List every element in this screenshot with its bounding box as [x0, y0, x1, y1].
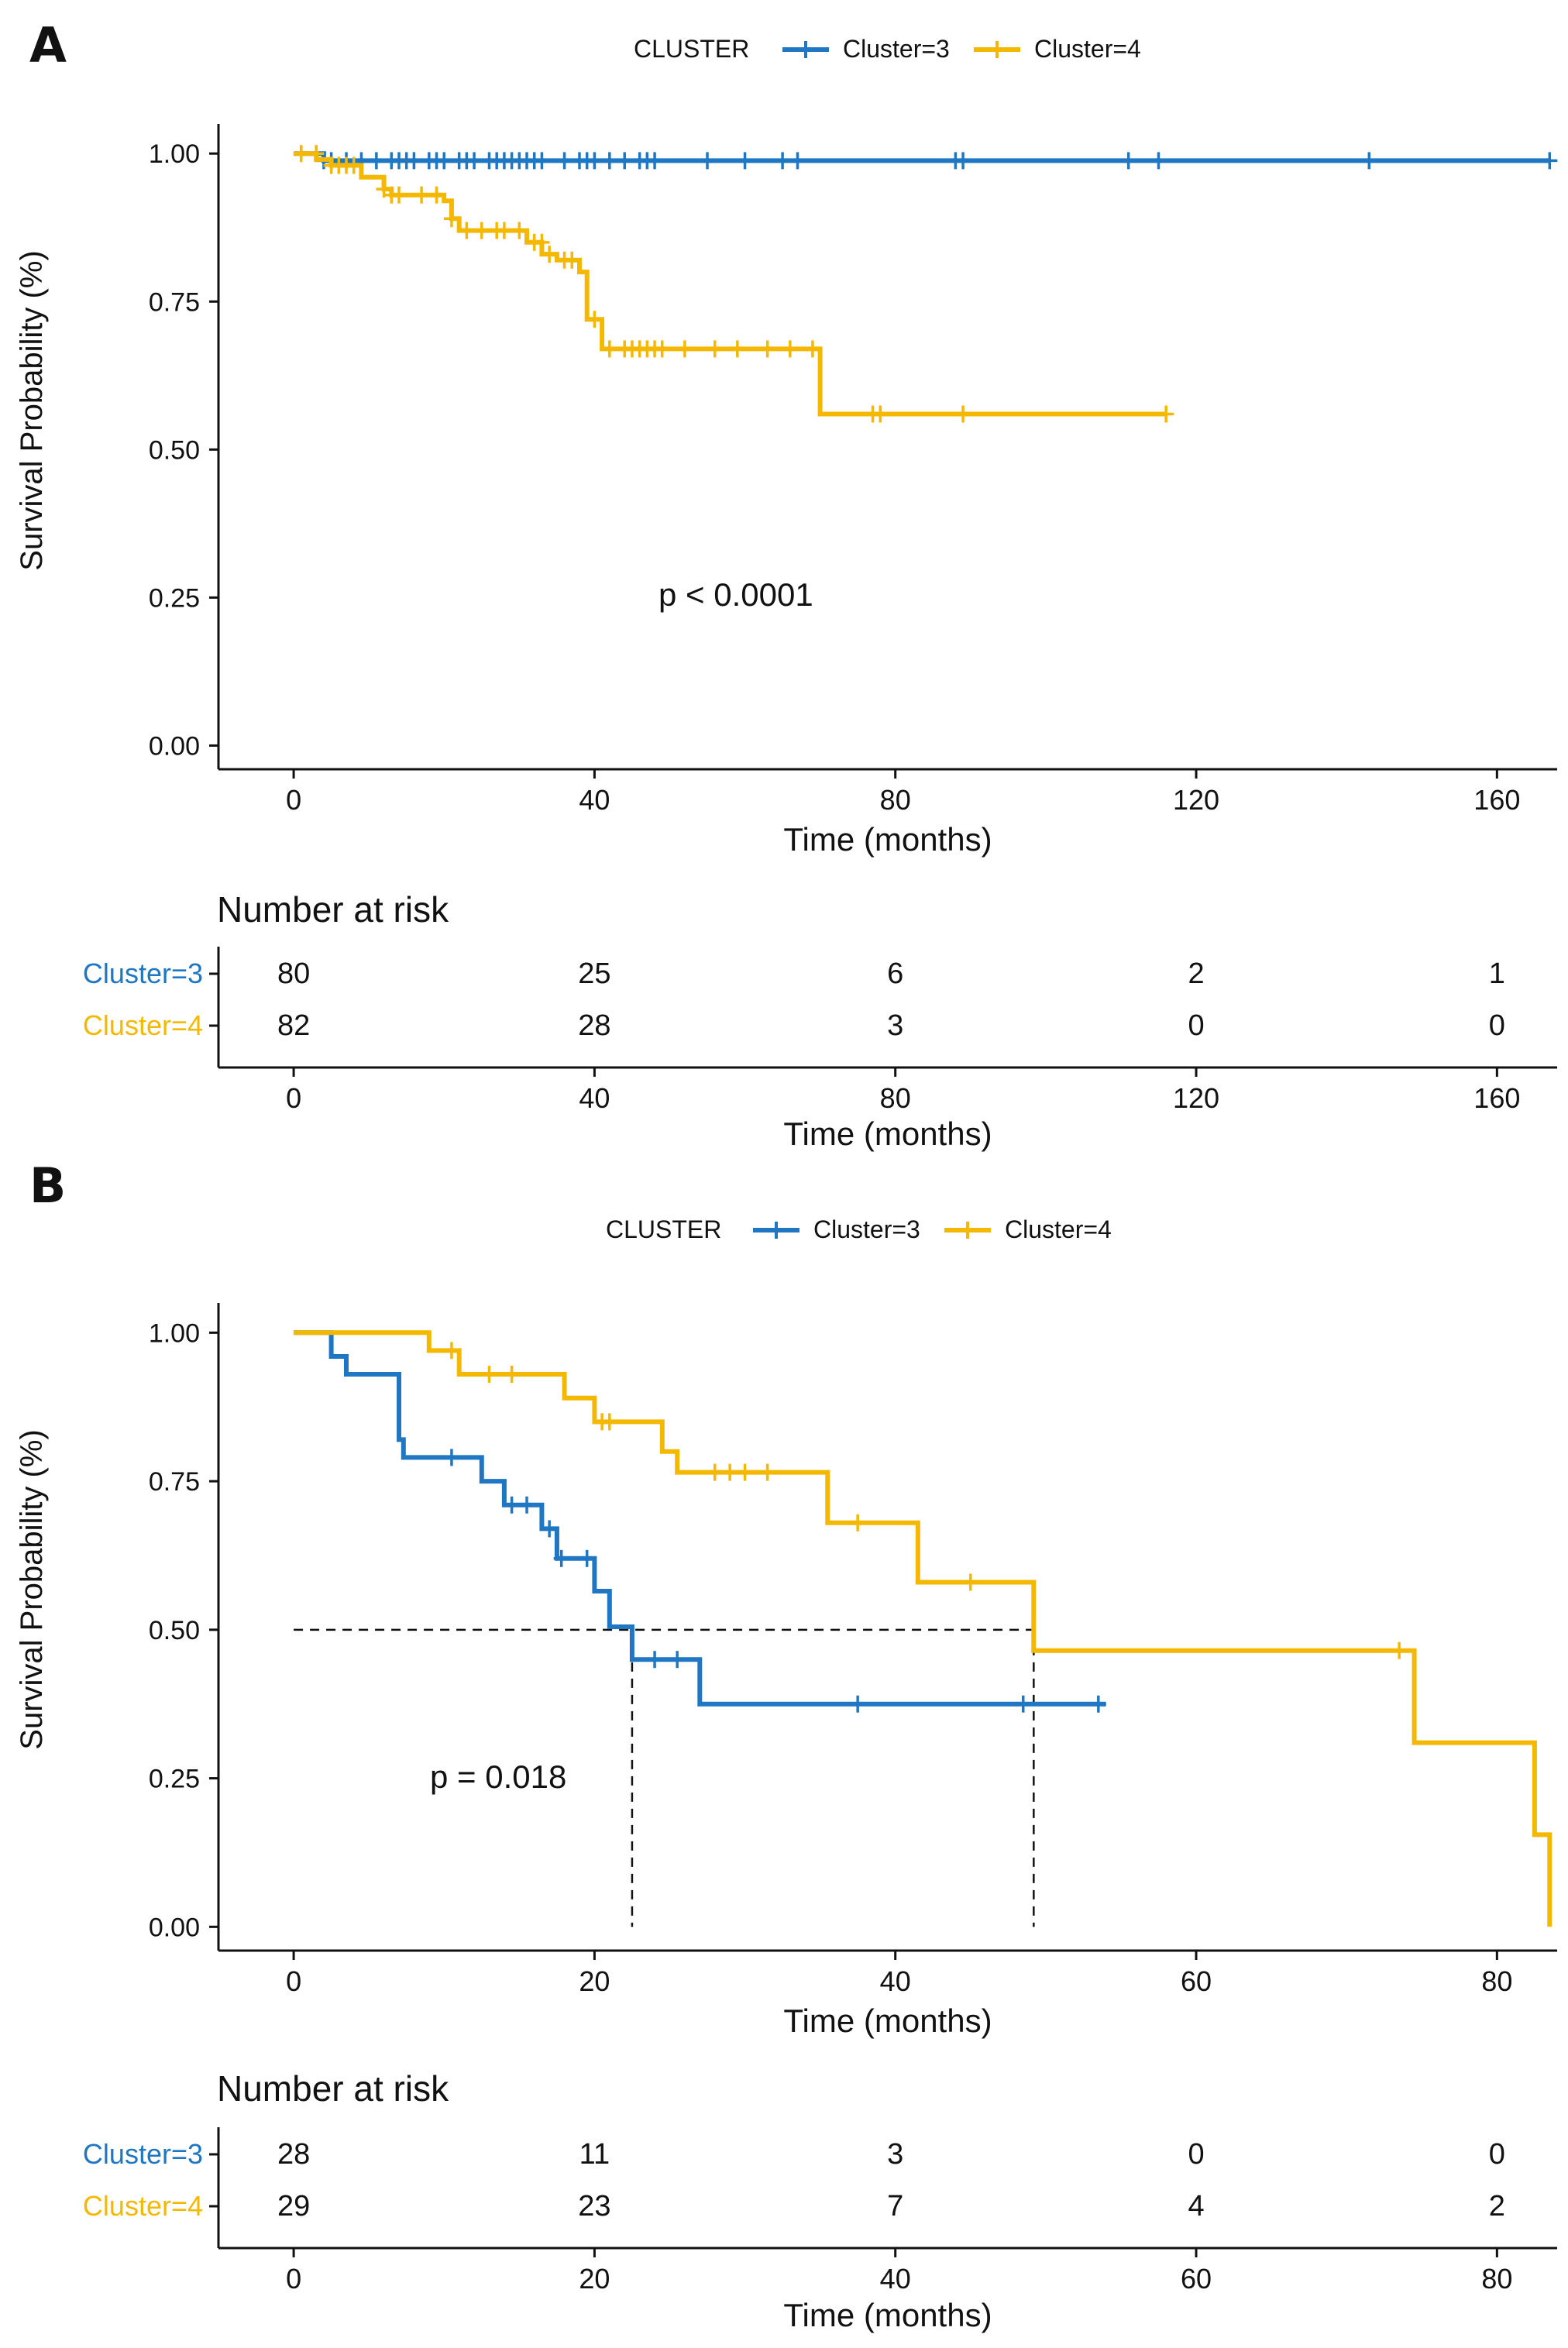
panel-a-p-value: p < 0.0001 [658, 576, 813, 613]
panel-a-legend-key-cluster4 [974, 41, 1020, 58]
risk-x-tick-label: 40 [579, 1082, 610, 1114]
x-tick-label: 80 [880, 784, 911, 816]
risk-x-tick-label: 0 [286, 1082, 301, 1114]
x-tick-label: 60 [1181, 1965, 1212, 1997]
risk-value: 80 [277, 957, 310, 990]
risk-x-tick-label: 40 [880, 2263, 911, 2295]
panel-a-risk-x-axis-label: Time (months) [783, 1116, 992, 1152]
risk-value: 25 [578, 957, 610, 990]
risk-x-tick-label: 80 [880, 1082, 911, 1114]
panel-b-legend-key-cluster3 [753, 1222, 799, 1239]
risk-row-label: Cluster=4 [83, 2190, 203, 2222]
panel-b-x-axis-label: Time (months) [783, 2003, 992, 2039]
risk-value: 7 [887, 2190, 903, 2223]
risk-x-tick-label: 20 [579, 2263, 610, 2295]
risk-value: 0 [1188, 2138, 1204, 2171]
risk-value: 1 [1489, 957, 1505, 990]
panel-a-legend-key-cluster3 [782, 41, 829, 58]
x-tick-label: 160 [1473, 784, 1520, 816]
panel-a-y-axis-label: Survival Probability (%) [15, 250, 49, 570]
survival-curve-cluster-4 [294, 151, 1167, 417]
risk-x-tick-label: 0 [286, 2263, 301, 2295]
y-tick-label: 1.00 [149, 1318, 200, 1348]
panel-b-y-axis-label: Survival Probability (%) [15, 1429, 49, 1749]
risk-row-label: Cluster=3 [83, 2138, 203, 2170]
panel-b-risk-x-axis-label: Time (months) [783, 2297, 992, 2333]
risk-value: 2 [1188, 957, 1204, 990]
risk-value: 82 [277, 1009, 310, 1042]
x-tick-label: 20 [579, 1965, 610, 1997]
x-tick-label: 40 [880, 1965, 911, 1997]
panel-b-p-value: p = 0.018 [430, 1758, 566, 1795]
y-tick-label: 0.75 [149, 287, 200, 317]
x-tick-label: 40 [579, 784, 610, 816]
panel-a-letter: A [29, 17, 67, 74]
risk-row-label: Cluster=3 [83, 957, 203, 989]
panel-b-risk-title: Number at risk [217, 2068, 449, 2109]
risk-value: 2 [1489, 2190, 1505, 2223]
panel-b: B CLUSTER Cluster=3 Cluster=4 Survival P… [15, 1157, 1557, 2333]
risk-x-tick-label: 60 [1181, 2263, 1212, 2295]
panel-b-letter: B [29, 1157, 66, 1214]
risk-x-tick-label: 120 [1173, 1082, 1219, 1114]
panel-a-x-axis-label: Time (months) [783, 821, 992, 858]
x-tick-label: 120 [1173, 784, 1219, 816]
panel-b-legend-key-cluster4 [944, 1222, 991, 1239]
panel-a-risk-title: Number at risk [217, 889, 449, 930]
panel-a: A CLUSTER Cluster=3 Cluster=4 Survival P… [15, 17, 1558, 1152]
y-tick-label: 0.00 [149, 731, 200, 761]
risk-value: 29 [277, 2190, 310, 2223]
risk-value: 0 [1188, 1009, 1204, 1042]
panel-a-legend-label-cluster4: Cluster=4 [1034, 35, 1141, 63]
panel-a-legend: CLUSTER Cluster=3 Cluster=4 [634, 35, 1141, 63]
risk-value: 28 [578, 1009, 610, 1042]
panel-a-legend-label-cluster3: Cluster=3 [843, 35, 950, 63]
risk-value: 28 [277, 2138, 310, 2171]
panel-a-legend-title: CLUSTER [634, 35, 749, 63]
y-tick-label: 0.25 [149, 1765, 200, 1794]
risk-value: 4 [1188, 2190, 1204, 2223]
y-tick-label: 0.25 [149, 583, 200, 613]
risk-value: 6 [887, 957, 903, 990]
risk-x-tick-label: 80 [1481, 2263, 1512, 2295]
risk-value: 3 [887, 2138, 903, 2171]
risk-row-label: Cluster=4 [83, 1009, 203, 1041]
risk-value: 11 [579, 2138, 610, 2171]
risk-x-tick-label: 160 [1473, 1082, 1520, 1114]
risk-value: 3 [887, 1009, 903, 1042]
panel-b-legend-label-cluster4: Cluster=4 [1005, 1215, 1112, 1243]
risk-value: 0 [1489, 2138, 1505, 2171]
survival-curve-cluster-3 [294, 1330, 1106, 1707]
survival-curve-cluster-4 [294, 1330, 1553, 1927]
x-tick-label: 0 [286, 1965, 301, 1997]
y-tick-label: 0.50 [149, 435, 200, 465]
risk-value: 23 [578, 2190, 610, 2223]
panel-b-legend-label-cluster3: Cluster=3 [813, 1215, 920, 1243]
y-tick-label: 0.50 [149, 1616, 200, 1645]
panel-b-legend-title: CLUSTER [606, 1215, 721, 1243]
x-tick-label: 80 [1481, 1965, 1512, 1997]
y-tick-label: 0.00 [149, 1913, 200, 1942]
y-tick-label: 1.00 [149, 139, 200, 169]
x-tick-label: 0 [286, 784, 301, 816]
risk-value: 0 [1489, 1009, 1505, 1042]
panel-b-legend: CLUSTER Cluster=3 Cluster=4 [606, 1215, 1112, 1243]
y-tick-label: 0.75 [149, 1467, 200, 1497]
